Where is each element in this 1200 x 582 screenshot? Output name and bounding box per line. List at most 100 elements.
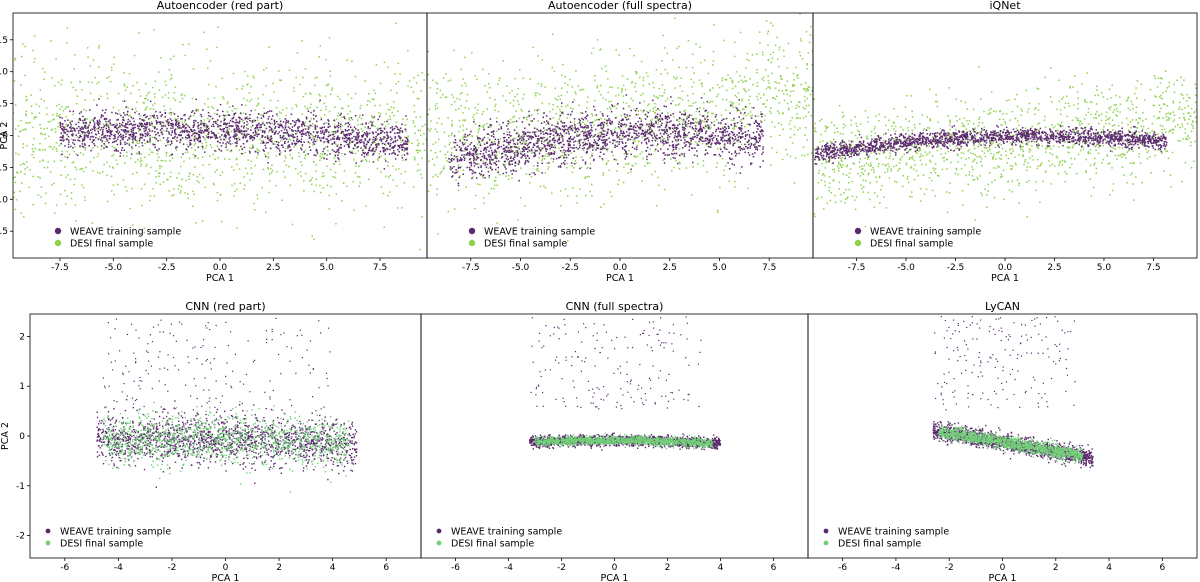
scatter-point	[699, 107, 701, 109]
scatter-point	[407, 139, 409, 142]
scatter-point	[225, 144, 228, 147]
scatter-point	[345, 143, 347, 146]
scatter-point	[315, 115, 317, 117]
scatter-point	[85, 127, 87, 129]
scatter-point	[727, 74, 729, 76]
scatter-point	[188, 157, 191, 160]
scatter-point	[65, 123, 67, 126]
scatter-point	[371, 124, 373, 127]
scatter-point	[346, 139, 348, 142]
scatter-point	[768, 86, 771, 88]
scatter-point	[389, 127, 392, 129]
scatter-point	[182, 130, 185, 132]
scatter-point	[188, 135, 191, 138]
scatter-point	[674, 130, 676, 132]
scatter-point	[638, 140, 640, 142]
scatter-point	[66, 156, 69, 159]
scatter-point	[70, 81, 73, 84]
scatter-point	[72, 127, 75, 130]
scatter-point	[106, 174, 108, 176]
scatter-point	[185, 130, 187, 132]
scatter-point	[582, 126, 584, 129]
scatter-point	[312, 123, 314, 125]
scatter-point	[593, 124, 595, 126]
scatter-point	[586, 136, 588, 138]
scatter-point	[158, 71, 160, 73]
scatter-point	[586, 167, 588, 170]
scatter-point	[181, 93, 183, 95]
scatter-point	[783, 55, 785, 57]
scatter-point	[243, 122, 245, 124]
scatter-point	[668, 117, 670, 119]
scatter-point	[362, 114, 364, 116]
scatter-point	[394, 140, 397, 142]
scatter-point	[371, 116, 373, 118]
scatter-point	[354, 92, 357, 95]
scatter-point	[257, 113, 260, 115]
scatter-point	[315, 164, 317, 166]
scatter-point	[158, 165, 161, 167]
scatter-point	[130, 122, 133, 125]
scatter-point	[437, 233, 439, 235]
scatter-point	[372, 154, 374, 156]
scatter-point	[493, 162, 495, 164]
scatter-point	[131, 135, 133, 138]
scatter-point	[357, 175, 359, 178]
scatter-point	[744, 138, 746, 140]
scatter-point	[15, 152, 17, 155]
scatter-point	[344, 129, 347, 131]
scatter-point	[322, 172, 324, 174]
scatter-point	[329, 125, 331, 128]
scatter-point	[671, 170, 673, 172]
scatter-point	[717, 209, 719, 212]
scatter-point	[315, 184, 317, 187]
scatter-point	[109, 137, 111, 140]
scatter-point	[556, 140, 558, 143]
scatter-point	[268, 115, 270, 118]
scatter-point	[60, 83, 62, 86]
scatter-point	[134, 123, 137, 126]
scatter-point	[529, 141, 531, 144]
scatter-point	[713, 124, 716, 126]
scatter-point	[354, 147, 356, 150]
scatter-point	[526, 160, 529, 162]
scatter-point	[462, 136, 465, 138]
scatter-point	[193, 114, 195, 117]
scatter-point	[573, 136, 576, 139]
scatter-point	[117, 118, 119, 121]
scatter-point	[484, 162, 487, 164]
scatter-point	[33, 61, 35, 63]
scatter-point	[210, 146, 213, 149]
scatter-point	[778, 46, 781, 48]
scatter-point	[230, 125, 232, 127]
scatter-point	[149, 148, 151, 151]
scatter-point	[328, 135, 331, 137]
scatter-point	[593, 141, 595, 144]
scatter-point	[88, 132, 91, 135]
scatter-point	[22, 129, 24, 131]
scatter-point	[532, 151, 534, 153]
scatter-point	[780, 123, 783, 126]
scatter-point	[403, 150, 405, 152]
scatter-point	[661, 122, 663, 125]
scatter-point	[361, 141, 363, 143]
scatter-point	[197, 108, 199, 111]
scatter-point	[167, 119, 169, 121]
scatter-point	[207, 136, 210, 139]
scatter-point	[570, 107, 572, 109]
scatter-point	[275, 146, 277, 148]
scatter-point	[140, 188, 143, 190]
scatter-point	[138, 125, 141, 128]
scatter-point	[374, 92, 377, 94]
scatter-point	[744, 106, 747, 108]
scatter-point	[180, 134, 182, 137]
scatter-point	[233, 107, 236, 110]
scatter-point	[221, 171, 224, 173]
scatter-point	[15, 199, 18, 201]
scatter-point	[218, 115, 221, 117]
scatter-point	[158, 121, 161, 123]
scatter-point	[46, 166, 49, 169]
scatter-point	[193, 144, 196, 146]
scatter-point	[601, 67, 603, 70]
scatter-point	[368, 139, 371, 141]
